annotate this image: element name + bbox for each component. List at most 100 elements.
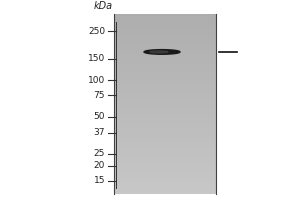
Bar xyxy=(114,61,216,63)
Bar xyxy=(114,102,216,104)
Bar xyxy=(114,174,216,176)
Bar xyxy=(114,135,216,136)
Bar xyxy=(114,55,216,57)
Bar xyxy=(114,189,216,191)
Bar xyxy=(114,88,216,90)
Bar xyxy=(114,36,216,37)
Bar xyxy=(114,70,216,72)
Bar xyxy=(114,82,216,84)
Bar xyxy=(114,43,216,45)
Bar xyxy=(114,39,216,41)
Bar xyxy=(114,183,216,185)
Bar xyxy=(114,50,216,52)
Bar xyxy=(114,37,216,39)
Bar xyxy=(114,48,216,50)
Bar xyxy=(114,191,216,192)
Bar xyxy=(114,127,216,129)
Bar xyxy=(114,79,216,81)
Bar xyxy=(114,142,216,144)
Bar xyxy=(114,182,216,183)
Bar xyxy=(114,97,216,99)
Ellipse shape xyxy=(144,50,180,54)
Bar xyxy=(114,129,216,131)
Bar xyxy=(114,106,216,108)
Bar xyxy=(114,32,216,34)
Bar xyxy=(114,146,216,147)
Bar xyxy=(114,54,216,55)
Bar xyxy=(114,176,216,178)
Text: 25: 25 xyxy=(94,149,105,158)
Bar xyxy=(114,140,216,142)
Text: 50: 50 xyxy=(94,112,105,121)
Text: 100: 100 xyxy=(88,76,105,85)
Text: 75: 75 xyxy=(94,91,105,100)
Bar xyxy=(114,117,216,118)
Bar xyxy=(114,133,216,135)
Bar xyxy=(114,192,216,194)
Bar xyxy=(114,63,216,64)
Bar xyxy=(114,16,216,18)
Bar xyxy=(114,59,216,61)
Bar xyxy=(114,155,216,156)
Bar xyxy=(114,68,216,70)
Bar xyxy=(114,151,216,153)
Bar xyxy=(114,165,216,167)
Bar xyxy=(114,109,216,111)
Bar xyxy=(114,122,216,124)
Bar xyxy=(114,108,216,109)
Bar xyxy=(114,93,216,95)
Bar xyxy=(114,41,216,43)
Bar xyxy=(114,173,216,174)
Bar xyxy=(114,167,216,169)
Text: 20: 20 xyxy=(94,161,105,170)
Text: 37: 37 xyxy=(94,128,105,137)
Bar xyxy=(114,153,216,155)
Bar xyxy=(114,136,216,138)
Bar xyxy=(114,21,216,23)
Bar xyxy=(114,84,216,86)
Bar xyxy=(114,162,216,164)
Text: 150: 150 xyxy=(88,54,105,63)
Bar xyxy=(114,160,216,162)
Bar xyxy=(114,147,216,149)
Bar xyxy=(114,75,216,77)
Bar xyxy=(114,131,216,133)
Bar xyxy=(114,144,216,146)
Ellipse shape xyxy=(150,51,168,53)
Bar xyxy=(114,34,216,36)
Bar xyxy=(114,178,216,180)
Bar xyxy=(114,19,216,21)
Text: 250: 250 xyxy=(88,27,105,36)
Bar xyxy=(114,52,216,54)
Bar xyxy=(114,73,216,75)
Text: kDa: kDa xyxy=(94,1,113,11)
Bar xyxy=(114,30,216,32)
Bar xyxy=(114,95,216,97)
Bar xyxy=(114,72,216,73)
Bar xyxy=(114,100,216,102)
Bar xyxy=(114,23,216,25)
Bar xyxy=(114,124,216,126)
Bar xyxy=(114,14,216,16)
Bar xyxy=(114,99,216,100)
Bar xyxy=(114,64,216,66)
Bar xyxy=(114,180,216,182)
Bar xyxy=(114,118,216,120)
Bar xyxy=(114,171,216,173)
Bar xyxy=(114,45,216,46)
Bar xyxy=(114,77,216,79)
Bar xyxy=(114,66,216,68)
Bar xyxy=(114,113,216,115)
Bar xyxy=(114,46,216,48)
Bar xyxy=(114,81,216,82)
Bar xyxy=(114,28,216,30)
Bar xyxy=(114,57,216,59)
Bar xyxy=(114,25,216,27)
Bar xyxy=(114,115,216,117)
Bar xyxy=(114,158,216,160)
Bar xyxy=(114,164,216,165)
Bar xyxy=(114,120,216,122)
Bar xyxy=(114,185,216,187)
Text: 15: 15 xyxy=(94,176,105,185)
Bar xyxy=(114,90,216,91)
